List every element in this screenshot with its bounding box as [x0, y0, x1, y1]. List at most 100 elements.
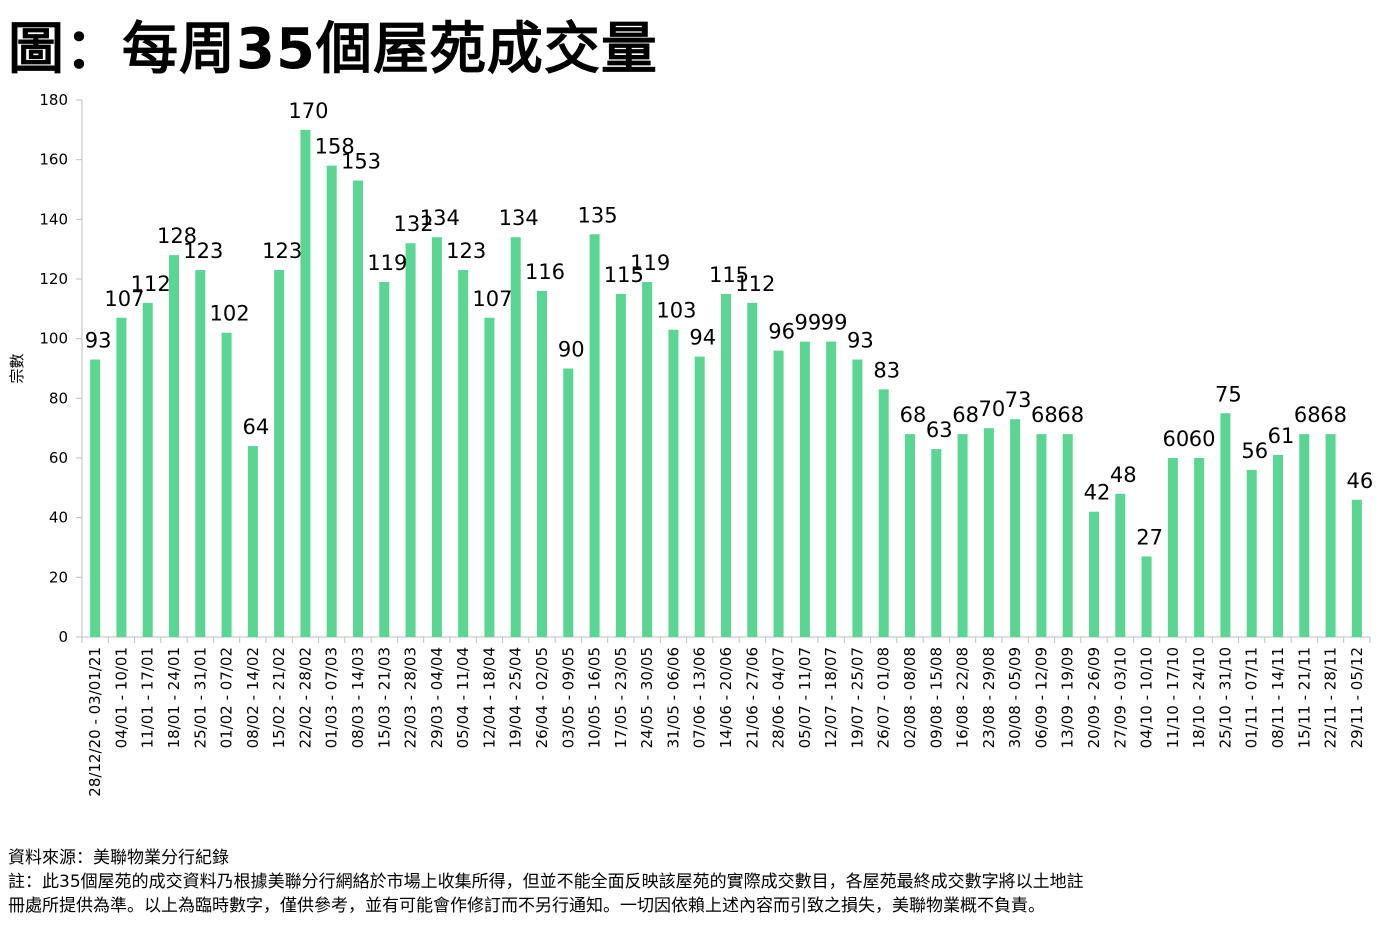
x-tick-label: 18/10 - 24/10 — [1190, 647, 1208, 748]
data-label: 68 — [952, 403, 979, 427]
x-tick-label: 28/12/20 - 03/01/21 — [86, 647, 104, 797]
bar — [1036, 434, 1047, 637]
x-tick-label: 12/07 - 18/07 — [822, 647, 840, 748]
bar — [1089, 511, 1099, 637]
data-label: 112 — [131, 272, 171, 296]
data-label: 68 — [1031, 403, 1058, 427]
data-label: 70 — [978, 397, 1005, 421]
bar — [1246, 469, 1257, 637]
bar — [510, 237, 521, 637]
data-label: 123 — [183, 239, 223, 263]
data-label: 119 — [367, 251, 407, 275]
data-label: 134 — [499, 206, 539, 230]
data-label: 99 — [794, 311, 821, 335]
data-label: 93 — [85, 329, 112, 353]
data-label: 119 — [630, 251, 670, 275]
bar — [1010, 419, 1021, 637]
y-tick-label: 180 — [39, 91, 68, 109]
data-label: 63 — [926, 418, 953, 442]
bar — [826, 341, 837, 637]
data-label: 102 — [210, 302, 250, 326]
x-tick-label: 11/10 - 17/10 — [1164, 647, 1182, 748]
data-label: 68 — [1320, 403, 1347, 427]
bar — [615, 293, 626, 637]
x-tick-label: 31/05 - 06/06 — [664, 647, 682, 748]
x-tick-label: 05/04 - 11/04 — [454, 647, 472, 748]
data-label: 103 — [656, 299, 696, 323]
x-tick-label: 11/01 - 17/01 — [139, 647, 157, 748]
bar — [1167, 458, 1178, 637]
x-tick-label: 01/11 - 07/11 — [1243, 647, 1261, 748]
bar-chart: 0 20 40 60 80 100 120 140 160 180 28/12/20 - 03/0… — [8, 91, 1373, 797]
bar — [642, 281, 653, 637]
bar — [379, 281, 390, 637]
bar — [353, 180, 363, 638]
y-tick-label: 100 — [39, 330, 68, 348]
x-tick-label: 23/08 - 29/08 — [980, 647, 998, 748]
y-tick-label: 160 — [39, 151, 68, 169]
data-label: 64 — [242, 415, 269, 439]
data-label: 134 — [420, 206, 460, 230]
bar — [1351, 499, 1362, 637]
bar — [905, 434, 915, 637]
x-tick-label: 08/11 - 14/11 — [1269, 647, 1287, 748]
x-tick-label: 25/01 - 31/01 — [191, 647, 209, 748]
bar — [458, 270, 469, 637]
data-label: 112 — [735, 272, 775, 296]
x-tick-label: 02/08 - 08/08 — [901, 647, 919, 748]
x-tick-label: 16/08 - 22/08 — [954, 647, 972, 748]
bar — [431, 237, 442, 637]
y-tick-label: 80 — [49, 389, 68, 407]
data-label: 123 — [262, 239, 302, 263]
data-label: 170 — [288, 99, 328, 123]
y-axis-title: 宗數 — [8, 353, 26, 383]
x-tick-label: 13/09 - 19/09 — [1059, 647, 1077, 748]
x-tick-label: 20/09 - 26/09 — [1085, 647, 1103, 748]
data-label: 158 — [315, 135, 355, 159]
x-tick-label: 01/02 - 07/02 — [218, 647, 236, 748]
x-axis: 28/12/20 - 03/01/21 04/01 - 10/01 11/01 - … — [81, 636, 1371, 797]
bar — [484, 317, 495, 637]
y-tick-label: 60 — [49, 449, 68, 467]
data-label: 75 — [1215, 382, 1242, 406]
bar — [1115, 493, 1126, 637]
bar — [721, 293, 731, 637]
bar — [668, 329, 679, 637]
y-tick-label: 140 — [39, 210, 68, 228]
bar — [405, 243, 416, 637]
bar — [142, 302, 153, 637]
x-tick-label: 08/03 - 14/03 — [349, 647, 367, 748]
x-tick-label: 22/03 - 28/03 — [402, 647, 420, 748]
bar — [274, 270, 285, 637]
bar — [116, 317, 127, 637]
bar — [931, 449, 942, 637]
x-tick-label: 22/02 - 28/02 — [296, 647, 314, 748]
bar — [1141, 556, 1152, 637]
x-tick-label: 07/06 - 13/06 — [691, 647, 709, 748]
bar — [878, 389, 889, 637]
data-label: 107 — [472, 287, 512, 311]
x-tick-label: 28/06 - 04/07 — [770, 647, 788, 748]
data-label: 83 — [873, 358, 900, 382]
bar — [563, 368, 574, 637]
data-label: 61 — [1268, 424, 1295, 448]
data-label: 60 — [1162, 427, 1189, 451]
source-note: 資料來源：美聯物業分行紀錄 — [8, 848, 229, 868]
bar — [747, 302, 758, 637]
y-tick-label: 120 — [39, 270, 68, 288]
x-tick-label: 14/06 - 20/06 — [717, 647, 735, 748]
x-tick-label: 29/03 - 04/04 — [428, 647, 446, 748]
data-labels: 9310711212812310264123170158153119132134… — [85, 99, 1373, 550]
data-label: 68 — [1057, 403, 1084, 427]
data-label: 46 — [1346, 469, 1373, 493]
bar — [195, 270, 206, 637]
data-label: 123 — [446, 239, 486, 263]
x-tick-label: 09/08 - 15/08 — [927, 647, 945, 748]
x-tick-label: 12/04 - 18/04 — [480, 647, 498, 748]
x-tick-label: 18/01 - 24/01 — [165, 647, 183, 748]
bar — [773, 350, 784, 637]
bar — [1062, 434, 1073, 637]
x-tick-label: 04/01 - 10/01 — [112, 647, 130, 748]
data-label: 132 — [394, 212, 434, 236]
bar — [1220, 413, 1231, 637]
